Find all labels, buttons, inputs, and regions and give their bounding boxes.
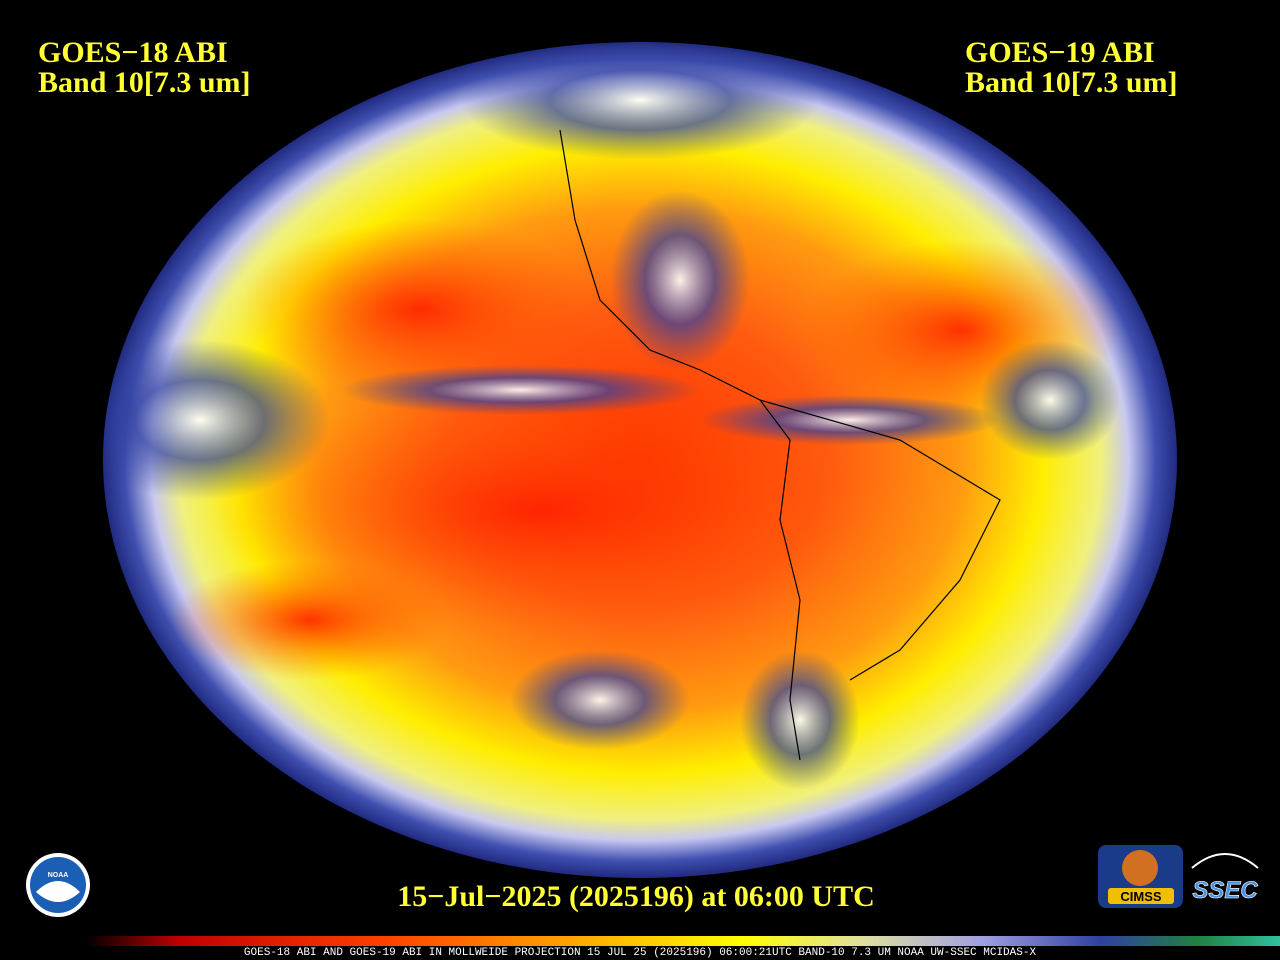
- right-title: GOES−19 ABI: [965, 36, 1155, 69]
- ssec-arc: [1191, 853, 1259, 869]
- weather-features: [103, 42, 1120, 790]
- cimss-band: [1108, 888, 1174, 904]
- cimss-sun: [1122, 850, 1158, 886]
- cimss-logo: CIMSS: [1098, 845, 1183, 908]
- noaa-text: NOAA: [48, 872, 69, 879]
- left-subtitle: Band 10[7.3 um]: [38, 66, 251, 99]
- cimss-text: CIMSS: [1120, 889, 1162, 904]
- ssec-text: SSEC: [1192, 877, 1258, 904]
- timestamp: 15−Jul−2025 (2025196) at 06:00 UTC: [397, 880, 875, 913]
- noaa-bird: [36, 881, 80, 902]
- footer-caption: GOES-18 ABI AND GOES-19 ABI IN MOLLWEIDE…: [244, 947, 1037, 959]
- left-title: GOES−18 ABI: [38, 36, 228, 69]
- ssec-logo: SSEC: [1191, 853, 1259, 904]
- color-bar: [85, 936, 1280, 946]
- right-subtitle: Band 10[7.3 um]: [965, 66, 1178, 99]
- noaa-logo: NOAA: [26, 853, 90, 917]
